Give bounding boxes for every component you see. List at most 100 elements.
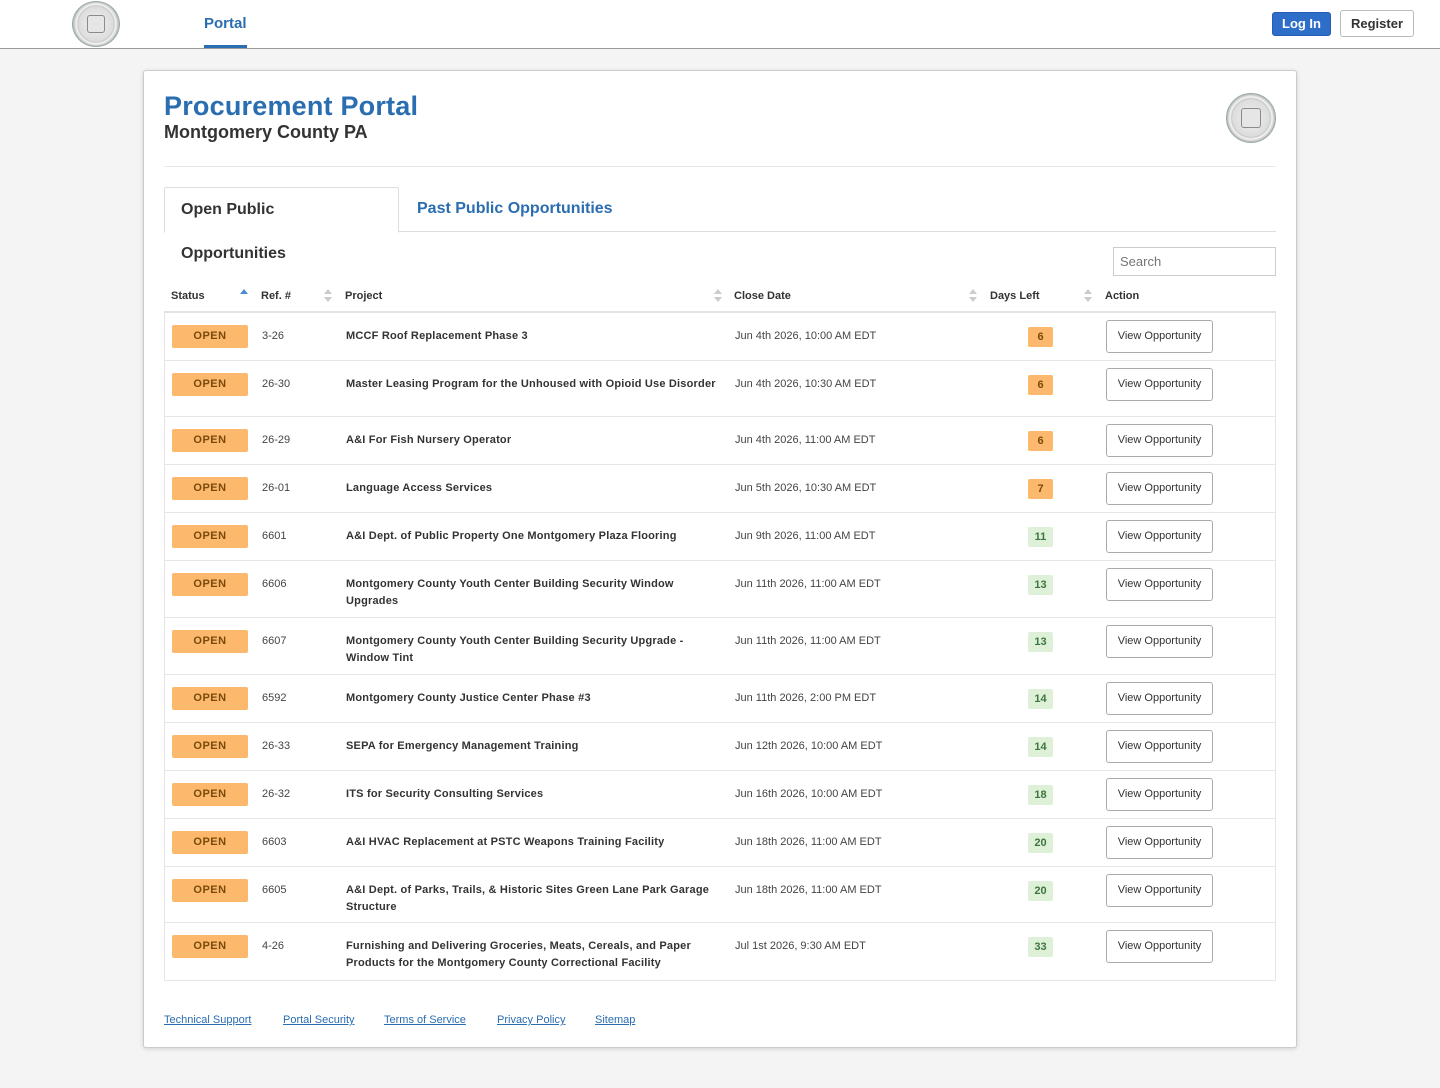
table-row: OPEN 26-32 ITS for Security Consulting S… (165, 771, 1275, 819)
table-row: OPEN 4-26 Furnishing and Delivering Groc… (165, 923, 1275, 980)
close-date: Jun 18th 2026, 11:00 AM EDT (735, 884, 882, 896)
status-badge: OPEN (172, 831, 248, 854)
status-badge: OPEN (172, 525, 248, 548)
sort-icon[interactable] (324, 289, 332, 303)
column-header-days-left[interactable]: Days Left (990, 290, 1040, 302)
days-left-badge: 14 (1028, 737, 1053, 757)
table-row: OPEN 26-01 Language Access Services Jun … (165, 465, 1275, 513)
view-opportunity-button[interactable]: View Opportunity (1106, 520, 1213, 553)
table-row: OPEN 26-30 Master Leasing Program for th… (165, 361, 1275, 417)
status-badge: OPEN (172, 879, 248, 902)
divider (164, 166, 1276, 167)
table-row: OPEN 26-33 SEPA for Emergency Management… (165, 723, 1275, 771)
days-left-badge: 13 (1028, 575, 1053, 595)
table-header: Status Ref. # Project Close Date Days Le… (164, 281, 1276, 313)
view-opportunity-button[interactable]: View Opportunity (1106, 424, 1213, 457)
sort-icon[interactable] (714, 289, 722, 303)
view-opportunity-button[interactable]: View Opportunity (1106, 778, 1213, 811)
project-name: A&I Dept. of Parks, Trails, & Historic S… (346, 884, 710, 913)
days-left-badge: 6 (1028, 431, 1053, 451)
project-name: Master Leasing Program for the Unhoused … (346, 378, 716, 390)
top-navbar: Portal Log In Register (0, 0, 1440, 49)
view-opportunity-button[interactable]: View Opportunity (1106, 826, 1213, 859)
footer-link-portal-security[interactable]: Portal Security (283, 1014, 355, 1026)
ref-number: 26-30 (262, 378, 291, 390)
view-opportunity-button[interactable]: View Opportunity (1106, 682, 1213, 715)
table-row: OPEN 6603 A&I HVAC Replacement at PSTC W… (165, 819, 1275, 867)
project-name: Montgomery County Justice Center Phase #… (346, 692, 591, 704)
view-opportunity-button[interactable]: View Opportunity (1106, 320, 1213, 353)
opportunities-table-body: OPEN 3-26 MCCF Roof Replacement Phase 3 … (164, 313, 1276, 981)
table-row: OPEN 6606 Montgomery County Youth Center… (165, 561, 1275, 618)
project-name: MCCF Roof Replacement Phase 3 (346, 330, 528, 342)
column-header-close-date[interactable]: Close Date (734, 290, 791, 302)
footer-link-sitemap[interactable]: Sitemap (595, 1014, 636, 1026)
ref-number: 6607 (262, 635, 287, 647)
ref-number: 6592 (262, 692, 287, 704)
close-date: Jun 12th 2026, 10:00 AM EDT (735, 740, 883, 752)
column-header-project[interactable]: Project (345, 290, 383, 302)
sort-icon[interactable] (969, 289, 977, 303)
status-badge: OPEN (172, 687, 248, 710)
view-opportunity-button[interactable]: View Opportunity (1106, 874, 1213, 907)
register-button[interactable]: Register (1340, 10, 1414, 37)
view-opportunity-button[interactable]: View Opportunity (1106, 930, 1213, 963)
view-opportunity-button[interactable]: View Opportunity (1106, 625, 1213, 658)
days-left-badge: 14 (1028, 689, 1053, 709)
column-header-status[interactable]: Status (171, 290, 205, 302)
days-left-badge: 13 (1028, 632, 1053, 652)
footer-link-privacy-policy[interactable]: Privacy Policy (497, 1014, 566, 1026)
status-badge: OPEN (172, 935, 248, 958)
tab-past-opportunities[interactable]: Past Public Opportunities (417, 200, 613, 217)
login-button[interactable]: Log In (1272, 12, 1331, 36)
county-seal-icon[interactable] (72, 1, 120, 47)
close-date: Jun 5th 2026, 10:30 AM EDT (735, 482, 877, 494)
days-left-badge: 33 (1028, 937, 1053, 957)
project-name: Furnishing and Delivering Groceries, Mea… (346, 940, 691, 969)
ref-number: 26-29 (262, 434, 291, 446)
ref-number: 26-01 (262, 482, 291, 494)
close-date: Jun 11th 2026, 2:00 PM EDT (735, 692, 877, 704)
days-left-badge: 20 (1028, 881, 1053, 901)
table-row: OPEN 3-26 MCCF Roof Replacement Phase 3 … (165, 313, 1275, 361)
main-card: Procurement Portal Montgomery County PA … (143, 70, 1297, 1048)
tab-open-opportunities[interactable]: Open Public Opportunities (164, 187, 399, 262)
status-badge: OPEN (172, 735, 248, 758)
county-seal-icon (1226, 93, 1276, 143)
view-opportunity-button[interactable]: View Opportunity (1106, 730, 1213, 763)
view-opportunity-button[interactable]: View Opportunity (1106, 472, 1213, 505)
column-header-ref[interactable]: Ref. # (261, 290, 291, 302)
days-left-badge: 20 (1028, 833, 1053, 853)
project-name: Language Access Services (346, 482, 493, 494)
status-badge: OPEN (172, 429, 248, 452)
table-row: OPEN 26-29 A&I For Fish Nursery Operator… (165, 417, 1275, 465)
view-opportunity-button[interactable]: View Opportunity (1106, 568, 1213, 601)
days-left-badge: 11 (1028, 527, 1053, 547)
nav-portal-link[interactable]: Portal (204, 0, 247, 48)
project-name: Montgomery County Youth Center Building … (346, 578, 674, 607)
table-row: OPEN 6607 Montgomery County Youth Center… (165, 618, 1275, 675)
project-name: ITS for Security Consulting Services (346, 788, 544, 800)
project-name: A&I HVAC Replacement at PSTC Weapons Tra… (346, 836, 665, 848)
table-row: OPEN 6605 A&I Dept. of Parks, Trails, & … (165, 867, 1275, 923)
ref-number: 3-26 (262, 330, 285, 342)
footer-link-technical-support[interactable]: Technical Support (164, 1014, 252, 1026)
search-input[interactable] (1113, 247, 1276, 276)
close-date: Jun 11th 2026, 11:00 AM EDT (735, 635, 881, 647)
footer-link-terms-of-service[interactable]: Terms of Service (384, 1014, 466, 1026)
sort-asc-icon[interactable] (240, 289, 248, 303)
table-row: OPEN 6601 A&I Dept. of Public Property O… (165, 513, 1275, 561)
view-opportunity-button[interactable]: View Opportunity (1106, 368, 1213, 401)
ref-number: 26-32 (262, 788, 291, 800)
ref-number: 26-33 (262, 740, 291, 752)
days-left-badge: 7 (1028, 479, 1053, 499)
project-name: Montgomery County Youth Center Building … (346, 635, 684, 664)
close-date: Jun 9th 2026, 11:00 AM EDT (735, 530, 876, 542)
page-title: Procurement Portal (164, 91, 419, 121)
close-date: Jun 4th 2026, 10:30 AM EDT (735, 378, 877, 390)
ref-number: 6601 (262, 530, 287, 542)
status-badge: OPEN (172, 573, 248, 596)
sort-icon[interactable] (1084, 289, 1092, 303)
ref-number: 4-26 (262, 940, 285, 952)
column-header-action: Action (1105, 290, 1140, 302)
